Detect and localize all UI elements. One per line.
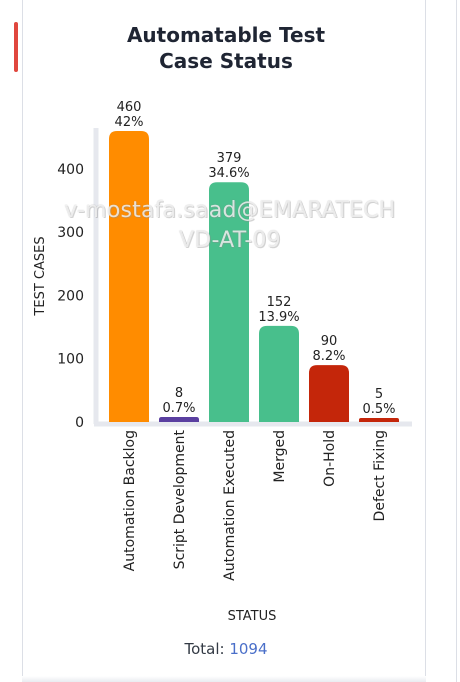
total-value: 1094 (229, 640, 268, 658)
bar-value-label: 460 (117, 100, 142, 115)
y-tick-label: 400 (57, 162, 84, 178)
chart-title-line-1: Automatable Test (126, 23, 326, 47)
x-category-label: Merged (272, 430, 288, 483)
left-panel-edge (0, 0, 22, 682)
bar-percent-label: 34.6% (208, 166, 249, 181)
bar-percent-label: 0.7% (162, 401, 195, 416)
bar-on-hold (309, 365, 349, 422)
bar-automation-executed (209, 182, 249, 422)
x-category-label: Automation Backlog (122, 430, 138, 571)
y-tick-label: 200 (57, 288, 84, 304)
panel-border-left (22, 0, 23, 682)
panel-border-right (425, 0, 426, 682)
y-tick-label: 300 (57, 225, 84, 241)
x-category-label: Defect Fixing (372, 430, 388, 521)
bar-value-label: 5 (375, 387, 383, 402)
bar-value-label: 8 (175, 386, 183, 401)
bar-value-label: 152 (267, 295, 292, 310)
bar-value-label: 379 (217, 151, 242, 166)
bar-percent-label: 13.9% (258, 310, 299, 325)
x-category-label: Automation Executed (222, 430, 238, 581)
total-summary: Total: 1094 (0, 640, 458, 658)
bar-value-label: 90 (321, 334, 338, 349)
chart-title-line-2: Case Status (159, 49, 293, 73)
bar-script-development (159, 416, 199, 422)
scrollbar-thumb[interactable] (14, 22, 18, 72)
panel-border-outer (456, 0, 457, 682)
x-category-label: On-Hold (322, 430, 338, 487)
x-category-label: Script Development (172, 429, 188, 569)
bar-percent-label: 0.5% (362, 402, 395, 417)
bar-percent-label: 42% (115, 115, 144, 130)
bar-automation-backlog (109, 131, 149, 422)
bar-merged (259, 325, 299, 422)
total-label: Total: (184, 640, 225, 658)
bar-percent-label: 8.2% (312, 349, 345, 364)
chart-title: Automatable Test Case Status (0, 22, 458, 74)
x-axis-title: STATUS (228, 609, 277, 624)
y-axis-title: TEST CASES (33, 236, 48, 316)
y-tick-label: 0 (75, 415, 84, 431)
bottom-edge (22, 676, 426, 682)
y-tick-label: 100 (57, 352, 84, 368)
bar-defect-fixing (359, 418, 399, 422)
